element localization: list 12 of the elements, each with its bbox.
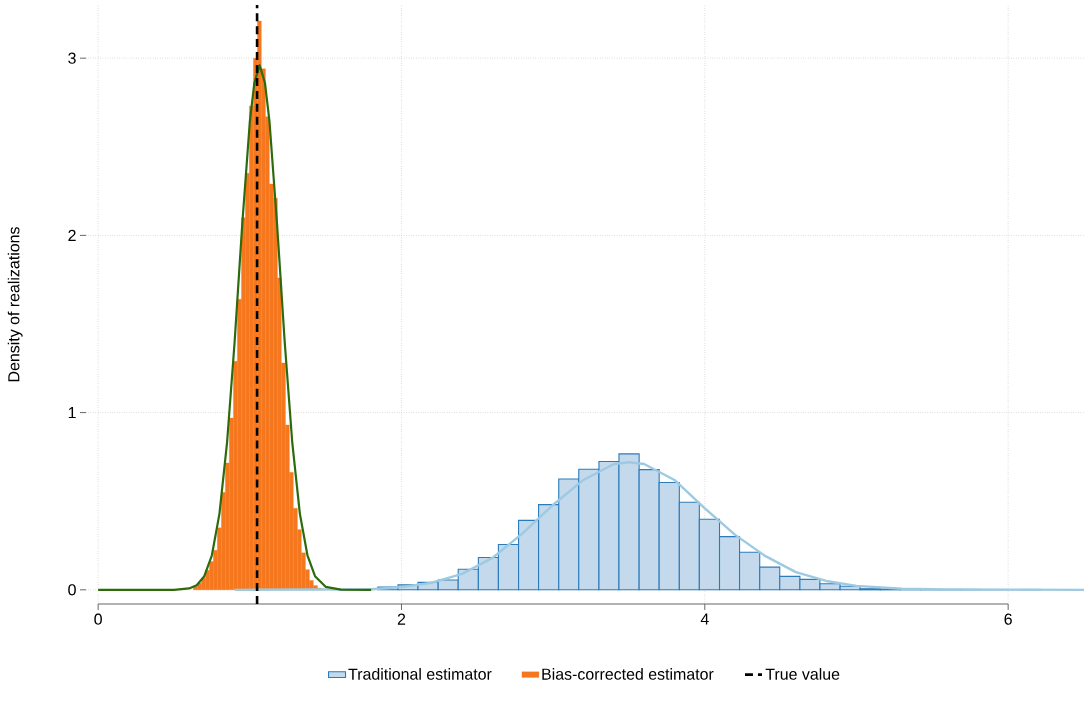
legend-label: Traditional estimator	[348, 668, 492, 680]
legend-label: Bias-corrected estimator	[542, 668, 714, 680]
legend-label: True value	[765, 668, 840, 680]
y-tick-label: 0	[68, 584, 76, 596]
y-tick-label: 3	[68, 52, 76, 64]
y-tick-label: 1	[68, 407, 76, 419]
y-tick-label: 2	[68, 229, 76, 241]
y-axis-title: Density of realizations	[7, 227, 23, 382]
x-tick-label: 4	[700, 613, 709, 625]
x-tick-label: 0	[94, 613, 102, 625]
x-tick-label: 2	[397, 613, 406, 625]
x-tick-label: 6	[1004, 613, 1012, 625]
